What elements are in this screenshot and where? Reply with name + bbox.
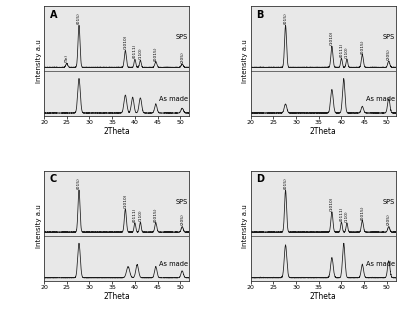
Text: SPS: SPS [382, 34, 395, 40]
Text: (0111): (0111) [133, 44, 137, 58]
Text: (205): (205) [387, 214, 391, 226]
X-axis label: 2Theta: 2Theta [310, 127, 337, 136]
Y-axis label: Intensity a.u: Intensity a.u [36, 39, 42, 83]
Text: (0015): (0015) [154, 207, 158, 222]
Text: (0111): (0111) [340, 42, 344, 57]
Text: B: B [256, 10, 264, 20]
Text: SPS: SPS [176, 34, 188, 40]
Y-axis label: Intensity a.u: Intensity a.u [36, 204, 42, 248]
Text: (110): (110) [345, 210, 349, 222]
Text: (0015): (0015) [360, 39, 364, 54]
X-axis label: 2Theta: 2Theta [103, 292, 130, 301]
Text: (015): (015) [284, 177, 288, 189]
Text: (Te): (Te) [65, 54, 69, 62]
Text: (110): (110) [138, 47, 142, 59]
Text: SPS: SPS [382, 199, 395, 205]
Y-axis label: Intensity a.u: Intensity a.u [242, 204, 248, 248]
Text: D: D [256, 174, 264, 184]
Text: SPS: SPS [176, 199, 188, 205]
Text: (0015): (0015) [154, 46, 158, 61]
Text: (0111): (0111) [340, 207, 344, 221]
Text: (0015): (0015) [360, 205, 364, 220]
Text: (1010): (1010) [330, 196, 334, 211]
Text: (110): (110) [138, 209, 142, 221]
Text: As made: As made [366, 96, 395, 102]
Text: (1010): (1010) [330, 31, 334, 45]
Text: (205): (205) [180, 214, 184, 226]
Text: (0111): (0111) [133, 207, 137, 222]
Text: As made: As made [366, 261, 395, 267]
Text: C: C [50, 174, 57, 184]
X-axis label: 2Theta: 2Theta [310, 292, 337, 301]
Text: (1010): (1010) [123, 35, 127, 49]
Text: (015): (015) [284, 12, 288, 24]
Text: (110): (110) [345, 46, 349, 58]
Text: A: A [50, 10, 57, 20]
Y-axis label: Intensity a.u: Intensity a.u [242, 39, 248, 83]
Text: As made: As made [159, 96, 188, 102]
Text: (015): (015) [77, 12, 81, 24]
Text: (015): (015) [77, 177, 81, 189]
X-axis label: 2Theta: 2Theta [103, 127, 130, 136]
Text: (205): (205) [387, 48, 391, 60]
Text: (1010): (1010) [123, 193, 127, 208]
Text: (205): (205) [180, 51, 184, 63]
Text: As made: As made [159, 261, 188, 267]
